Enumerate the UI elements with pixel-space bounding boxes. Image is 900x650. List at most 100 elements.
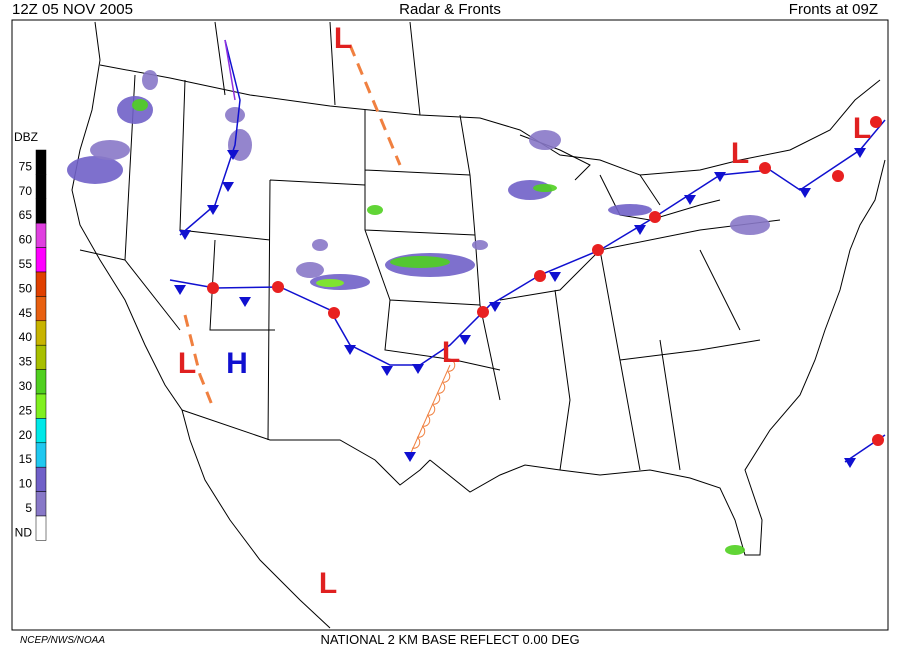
legend-label: 45 [19, 306, 33, 320]
front-line [169, 119, 886, 366]
dryline-scallop [426, 404, 436, 416]
legend-swatch [35, 344, 47, 370]
cold-front-barb [344, 345, 356, 355]
fronts [169, 39, 886, 468]
pressure-center: L [178, 347, 196, 380]
cold-front-barb [634, 225, 646, 235]
dryline-scallop [436, 382, 446, 394]
legend-label: 65 [19, 208, 33, 222]
front-line [183, 314, 214, 406]
cold-front-barb [549, 272, 561, 282]
mexico-border [181, 409, 431, 486]
legend-swatch [35, 149, 47, 175]
warm-front-bump [477, 306, 489, 318]
radar-echo [608, 204, 652, 216]
cold-front-barb [179, 230, 191, 240]
canada-border [99, 64, 881, 176]
legend-label: 10 [19, 477, 33, 491]
radar-echo [67, 156, 123, 184]
canada-lines [214, 21, 421, 116]
legend-swatch [35, 393, 47, 419]
front-line [179, 39, 241, 236]
dryline-scallop [431, 393, 441, 405]
legend-label: 70 [19, 184, 33, 198]
radar-echo [117, 96, 153, 124]
boundaries [71, 21, 886, 629]
radar-echo [529, 130, 561, 150]
cold-front-barb [844, 458, 856, 468]
pressure-center: L [853, 112, 871, 145]
map-frame [11, 19, 889, 631]
legend-label: 75 [19, 159, 33, 173]
front-line [224, 39, 236, 101]
warm-front-bump [272, 281, 284, 293]
legend-label: ND [15, 525, 33, 539]
legend-swatch [35, 198, 47, 224]
warm-front-bump [328, 307, 340, 319]
radar-echo [533, 184, 557, 192]
footer-caption: NATIONAL 2 KM BASE REFLECT 0.00 DEG [320, 632, 579, 647]
radar-echo [90, 140, 130, 160]
legend-label: 20 [19, 428, 33, 442]
legend-swatch [35, 442, 47, 468]
radar-echo [312, 239, 328, 251]
radar-echo [472, 240, 488, 250]
cold-front-barb [489, 302, 501, 312]
legend-swatch [35, 491, 47, 517]
dryline-scallop [446, 360, 456, 372]
radar-echo [132, 99, 148, 111]
legend-swatch [35, 515, 47, 541]
warm-front-bump [759, 162, 771, 174]
cold-front-barb [412, 364, 424, 374]
legend-label: 5 [25, 501, 32, 515]
pressure-center: L [319, 567, 337, 600]
front-line [348, 44, 402, 166]
dryline-scallop [441, 371, 451, 383]
legend-swatch [35, 174, 47, 200]
radar-echo [730, 215, 770, 235]
legend-label: 35 [19, 355, 33, 369]
coastline [71, 21, 331, 629]
header-left: 12Z 05 NOV 2005 [12, 1, 133, 18]
radar-echo [390, 256, 450, 268]
legend-swatch [35, 222, 47, 248]
header-center: Radar & Fronts [399, 1, 501, 18]
cold-front-barb [854, 148, 866, 158]
warm-front-bump [592, 244, 604, 256]
legend-label: 40 [19, 330, 33, 344]
legend-swatch [35, 271, 47, 297]
cold-front-barb [207, 205, 219, 215]
warm-front-bump [649, 211, 661, 223]
legend-swatch [35, 466, 47, 492]
cold-front-barb [227, 150, 239, 160]
legend-label: 55 [19, 257, 33, 271]
radar-echo [316, 279, 344, 287]
legend: DBZ 75 70 65 60 55 50 45 40 35 30 25 20 15 10 5 ND [14, 130, 47, 541]
cold-front-barb [684, 195, 696, 205]
radar-echo [225, 107, 245, 123]
warm-front-bump [870, 116, 882, 128]
footer-credit: NCEP/NWS/NOAA [20, 635, 105, 646]
legend-swatch [35, 369, 47, 395]
legend-label: 30 [19, 379, 33, 393]
legend-swatch [35, 418, 47, 444]
cold-front-barb [714, 172, 726, 182]
cold-front-barb [799, 188, 811, 198]
legend-swatch [35, 296, 47, 322]
warm-front-bump [872, 434, 884, 446]
warm-front-bump [832, 170, 844, 182]
radar-echo [296, 262, 324, 278]
cold-front-barb [404, 452, 416, 462]
warm-front-bump [207, 282, 219, 294]
legend-label: 50 [19, 281, 33, 295]
pressure-center: L [334, 22, 352, 55]
header-right: Fronts at 09Z [789, 1, 878, 18]
front-line [409, 364, 451, 456]
gulf-coast [429, 159, 886, 556]
pressure-center: L [731, 137, 749, 170]
cold-front-barb [222, 182, 234, 192]
dryline-scallop [421, 415, 431, 427]
